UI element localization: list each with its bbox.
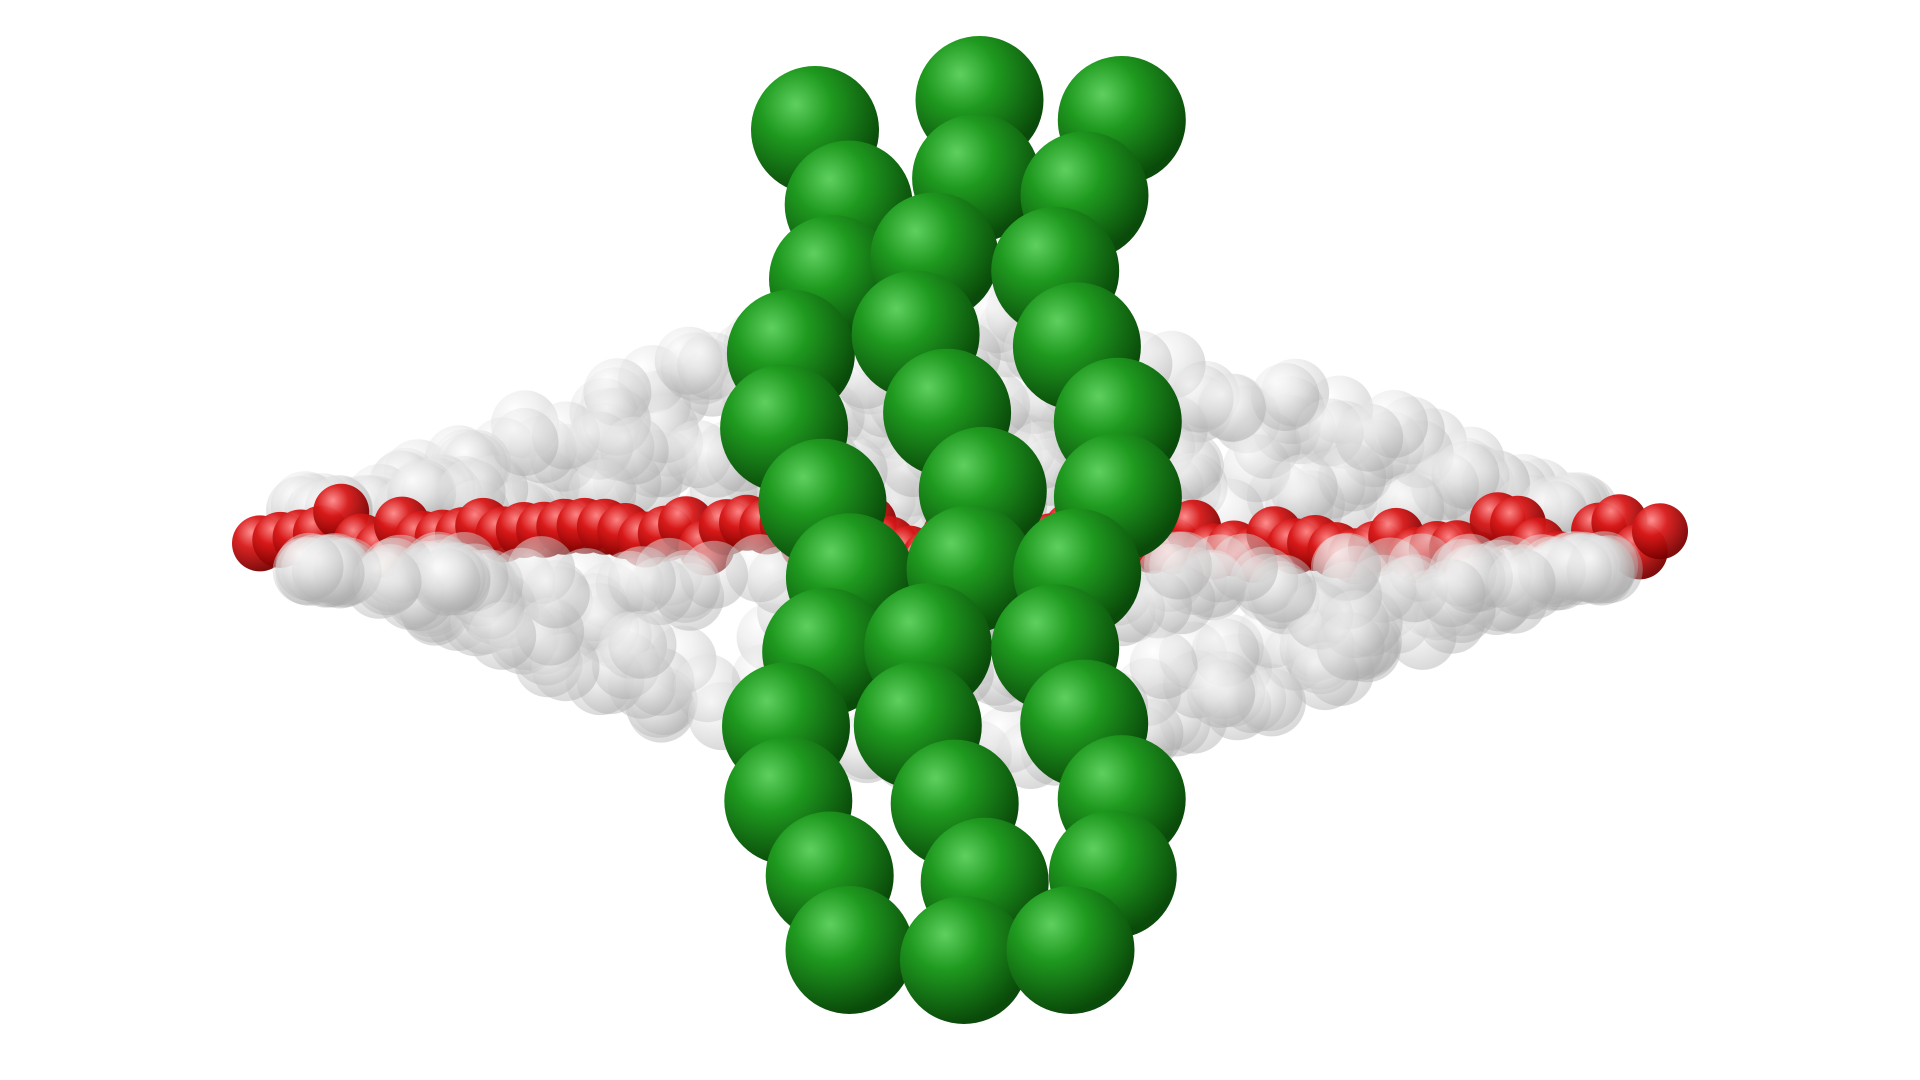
membrane-bead: [1187, 659, 1256, 728]
membrane-bead: [1209, 533, 1278, 602]
membrane-bead: [1335, 403, 1404, 472]
membrane-bead: [1431, 441, 1500, 510]
membrane-bead: [1129, 631, 1198, 700]
membrane-bead: [1417, 559, 1486, 628]
membrane-bead: [468, 601, 537, 670]
membrane-bead: [607, 546, 676, 615]
membrane-bead: [1237, 668, 1306, 737]
membrane-bead: [680, 540, 748, 609]
membrane-bead: [1487, 548, 1556, 617]
membrane-bead: [1197, 373, 1266, 442]
membrane-bead: [1316, 612, 1385, 681]
peptide-bead: [785, 886, 914, 1014]
membrane-bead: [353, 547, 422, 616]
peptide-bead: [1006, 886, 1135, 1014]
membrane-bead: [521, 560, 590, 629]
membrane-bead: [1269, 454, 1338, 523]
membrane-bead: [608, 610, 677, 679]
membrane-bead: [490, 408, 559, 476]
membrane-bead: [1144, 531, 1212, 600]
membrane-bead: [1566, 537, 1635, 606]
peptide-bundle: [720, 36, 1186, 1024]
membrane-bead: [1251, 363, 1320, 431]
membrane-bead: [275, 532, 344, 601]
core-bead: [1632, 503, 1688, 560]
membrane-bead: [412, 547, 481, 616]
peptide-bead: [899, 896, 1028, 1024]
